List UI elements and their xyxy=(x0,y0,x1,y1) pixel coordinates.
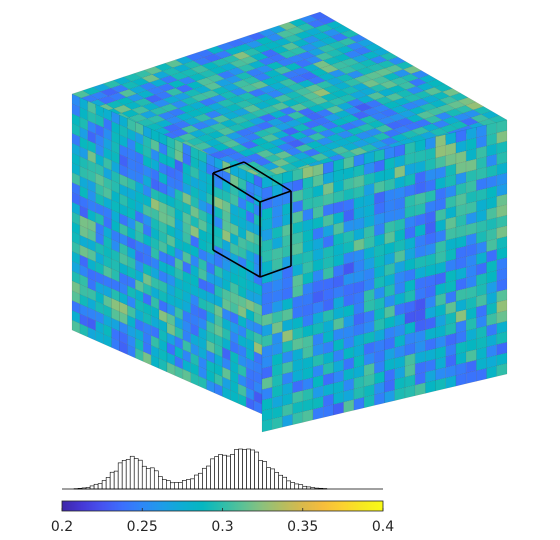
histogram-bar xyxy=(113,470,119,490)
right-face-voxel xyxy=(333,401,344,416)
histogram-bar xyxy=(294,483,300,490)
right-face-voxel xyxy=(292,411,303,425)
voxel-cube-plot xyxy=(71,11,508,433)
histogram-bar xyxy=(206,465,211,490)
histogram-bar xyxy=(109,471,115,490)
right-face-voxel xyxy=(445,375,457,389)
histogram-bar xyxy=(194,474,199,490)
highlight-box-edge xyxy=(212,249,261,278)
histogram-bar xyxy=(222,454,227,490)
histogram-bar xyxy=(145,468,151,490)
histogram-bar xyxy=(250,449,255,490)
histogram-bar xyxy=(162,479,167,490)
value-histogram xyxy=(62,448,383,490)
histogram-bar xyxy=(166,480,171,490)
histogram-bar xyxy=(270,468,275,490)
histogram-bar xyxy=(158,476,163,490)
histogram-bar xyxy=(242,449,247,490)
right-face-voxel xyxy=(343,399,355,413)
right-face-voxel xyxy=(486,365,497,379)
right-face-voxel xyxy=(323,404,334,418)
histogram-bar xyxy=(234,449,239,490)
histogram-bar xyxy=(105,477,111,490)
histogram-bar xyxy=(125,459,131,490)
histogram-bar xyxy=(174,482,179,490)
histogram-bar xyxy=(178,482,183,490)
highlight-box xyxy=(212,161,292,278)
histogram-bar xyxy=(97,483,103,490)
right-face-voxel xyxy=(394,387,406,401)
highlight-box-edge xyxy=(212,172,261,203)
colorbar-tick-label: 0.2 xyxy=(51,519,73,535)
right-face-voxel xyxy=(353,397,365,411)
histogram-bar xyxy=(278,474,283,490)
right-face-voxel xyxy=(476,368,487,382)
right-face-voxel xyxy=(363,394,375,408)
histogram-bar xyxy=(141,465,147,490)
histogram-bar xyxy=(202,467,207,490)
histogram-bar xyxy=(254,451,259,490)
right-face-voxel xyxy=(496,363,508,377)
histogram-bar xyxy=(93,483,99,490)
histogram-bar xyxy=(153,470,159,490)
colorbar-tick-label: 0.3 xyxy=(211,519,233,535)
right-face-voxel xyxy=(415,382,426,396)
histogram-bar xyxy=(298,484,304,490)
histogram-bar xyxy=(214,456,219,490)
right-face-voxel xyxy=(272,416,283,430)
right-face-voxel xyxy=(282,414,293,428)
histogram-bar xyxy=(290,482,296,490)
histogram-bar xyxy=(230,453,235,490)
histogram-bar xyxy=(117,462,123,490)
right-face-voxel xyxy=(435,377,446,392)
histogram-bar xyxy=(282,476,288,490)
histogram-bar xyxy=(101,480,107,490)
histogram-bar xyxy=(262,461,267,490)
histogram-bar xyxy=(218,454,223,490)
histogram-bar xyxy=(286,480,292,490)
highlight-box-edge xyxy=(259,265,292,278)
histogram-bar xyxy=(133,458,139,490)
right-face-voxel xyxy=(312,406,324,421)
histogram-bar xyxy=(190,478,195,490)
colorbar-tick-label: 0.25 xyxy=(127,519,158,535)
histogram-bar xyxy=(210,458,215,490)
colorbar-tick-label: 0.35 xyxy=(287,519,318,535)
histogram-bar xyxy=(149,467,155,490)
colorbar-ticks: 0.2 0.25 0.3 0.35 0.4 xyxy=(51,508,394,535)
histogram-bar xyxy=(198,472,203,490)
histogram-bar xyxy=(182,480,187,490)
histogram-bar xyxy=(186,479,191,490)
histogram-bar xyxy=(246,448,251,490)
histogram-bar xyxy=(121,460,127,490)
histogram-bar xyxy=(258,460,263,490)
right-face-voxel xyxy=(425,380,436,394)
right-face-voxel xyxy=(455,372,467,387)
highlight-box-edge xyxy=(212,161,245,174)
right-face-voxel xyxy=(374,392,385,406)
histogram-bar xyxy=(129,455,135,490)
right-face-voxel xyxy=(404,385,416,399)
right-face-voxel xyxy=(302,409,314,423)
histogram-bar xyxy=(89,485,95,490)
histogram-bar xyxy=(274,472,279,490)
histogram-bar xyxy=(170,482,175,490)
right-face-voxel xyxy=(261,418,273,433)
right-face-voxel xyxy=(384,389,395,404)
histogram-bar xyxy=(266,467,271,490)
highlight-box-edge xyxy=(259,190,292,203)
histogram-bar xyxy=(226,455,231,490)
right-face-voxel xyxy=(466,370,477,384)
histogram-bar xyxy=(302,485,308,490)
histogram-bar xyxy=(238,448,243,490)
colorbar-tick-label: 0.4 xyxy=(372,519,394,535)
highlight-box-edge xyxy=(243,161,292,192)
histogram-bar xyxy=(137,459,143,490)
